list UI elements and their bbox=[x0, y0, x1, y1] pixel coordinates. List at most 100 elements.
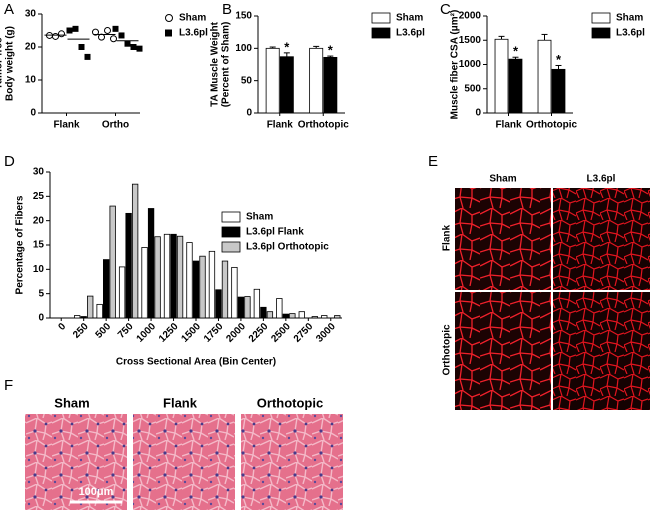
legend-marker bbox=[221, 241, 241, 253]
annotation: * bbox=[284, 39, 290, 54]
y-tick-label: 0 bbox=[38, 313, 44, 324]
y-tick-label: 150 bbox=[235, 11, 252, 22]
x-tick-label: Flank bbox=[495, 120, 522, 131]
micrograph bbox=[25, 414, 127, 510]
column-label: L3.6pl bbox=[587, 174, 616, 185]
legend-marker bbox=[165, 29, 172, 37]
panel-letter: F bbox=[4, 377, 13, 394]
bar bbox=[311, 316, 318, 319]
bar bbox=[494, 38, 509, 114]
bar bbox=[109, 205, 116, 319]
x-tick-label: 2250 bbox=[247, 321, 271, 345]
bar bbox=[163, 233, 171, 319]
annotation: * bbox=[328, 43, 334, 58]
x-tick-label: 1750 bbox=[202, 321, 226, 345]
point bbox=[124, 40, 131, 47]
x-tick-label: 500 bbox=[94, 321, 114, 341]
y-tick-label: 1500 bbox=[459, 35, 482, 46]
x-tick-label: 250 bbox=[71, 321, 91, 341]
x-tick-label: 2000 bbox=[224, 321, 248, 345]
bar bbox=[321, 315, 328, 319]
point bbox=[84, 53, 91, 60]
bar bbox=[186, 242, 193, 319]
bar bbox=[309, 47, 324, 114]
bar bbox=[253, 288, 261, 319]
micrograph-f: Sham Flank Orthotopic 100μm bbox=[25, 395, 343, 510]
y-axis-label: (Percent of Sham) bbox=[221, 22, 232, 108]
panel-letter: A bbox=[4, 1, 14, 18]
legend-label: L3.6pl Flank bbox=[246, 227, 304, 238]
bar bbox=[147, 208, 155, 319]
x-tick-label: 750 bbox=[116, 321, 136, 341]
point bbox=[136, 45, 143, 52]
y-tick-label: 15 bbox=[33, 240, 45, 251]
y-tick-label: 500 bbox=[464, 83, 481, 94]
panel-letter: D bbox=[4, 153, 15, 170]
bar bbox=[334, 315, 341, 319]
bar bbox=[265, 47, 280, 114]
bar bbox=[170, 233, 177, 319]
micrograph-e: Sham L3.6pl Flank Orthotopic bbox=[442, 174, 650, 410]
bar bbox=[199, 255, 206, 319]
point bbox=[72, 25, 79, 32]
point bbox=[130, 44, 137, 50]
bar bbox=[215, 289, 222, 319]
panel-letter: C bbox=[440, 1, 451, 18]
annotation: * bbox=[513, 44, 519, 59]
panel-letters: A B C D E F bbox=[4, 1, 451, 394]
y-tick-label: 2000 bbox=[459, 11, 482, 22]
y-tick-label: 0 bbox=[30, 108, 36, 119]
bar bbox=[131, 183, 139, 319]
y-tick-label: 50 bbox=[241, 75, 253, 86]
point bbox=[110, 35, 117, 43]
bar bbox=[154, 236, 161, 319]
bar bbox=[323, 56, 338, 114]
y-tick-label: 20 bbox=[25, 42, 37, 53]
bar bbox=[96, 303, 103, 319]
bar bbox=[244, 296, 251, 319]
point bbox=[104, 27, 111, 34]
micrograph bbox=[133, 414, 235, 510]
x-tick-label: Orthotopic bbox=[298, 120, 350, 131]
micrograph bbox=[455, 292, 551, 410]
x-tick-label: 1000 bbox=[135, 321, 159, 345]
bar bbox=[87, 295, 94, 319]
bar bbox=[279, 56, 294, 114]
bar bbox=[125, 212, 132, 319]
bar bbox=[208, 250, 216, 319]
legend-marker bbox=[371, 12, 391, 24]
y-tick-label: 0 bbox=[475, 108, 481, 119]
x-axis-label: Cross Sectional Area (Bin Center) bbox=[116, 357, 276, 368]
legend-label: L3.6pl bbox=[396, 28, 425, 39]
x-tick-label: Flank bbox=[267, 120, 294, 131]
image-label: Orthotopic bbox=[257, 395, 323, 410]
y-tick-label: 0 bbox=[246, 108, 252, 119]
legend-label: Sham bbox=[246, 212, 273, 223]
legend-label: Sham bbox=[616, 13, 643, 24]
row-label: Flank bbox=[442, 225, 453, 252]
bar bbox=[102, 259, 110, 319]
bar bbox=[508, 58, 523, 114]
image-label: Sham bbox=[54, 395, 89, 410]
bar bbox=[221, 260, 229, 319]
bar bbox=[298, 311, 305, 319]
scale-label: 100μm bbox=[79, 486, 114, 498]
x-tick-label: 1500 bbox=[179, 321, 203, 345]
bar bbox=[289, 313, 296, 319]
bar bbox=[74, 315, 81, 319]
column-label: Sham bbox=[489, 174, 516, 185]
x-tick-label: 0 bbox=[57, 321, 69, 333]
y-axis-label: Percentage of Fibers bbox=[15, 195, 26, 294]
legend-marker bbox=[371, 27, 391, 39]
legend-marker bbox=[165, 14, 173, 22]
legend-marker bbox=[221, 226, 241, 238]
y-tick-label: 30 bbox=[25, 9, 37, 20]
point bbox=[118, 32, 125, 39]
bar bbox=[551, 68, 566, 114]
legend-label: L3.6pl bbox=[179, 28, 208, 39]
micrograph bbox=[455, 188, 551, 290]
legend-label: L3.6pl Orthotopic bbox=[246, 242, 329, 253]
bar bbox=[176, 235, 184, 319]
